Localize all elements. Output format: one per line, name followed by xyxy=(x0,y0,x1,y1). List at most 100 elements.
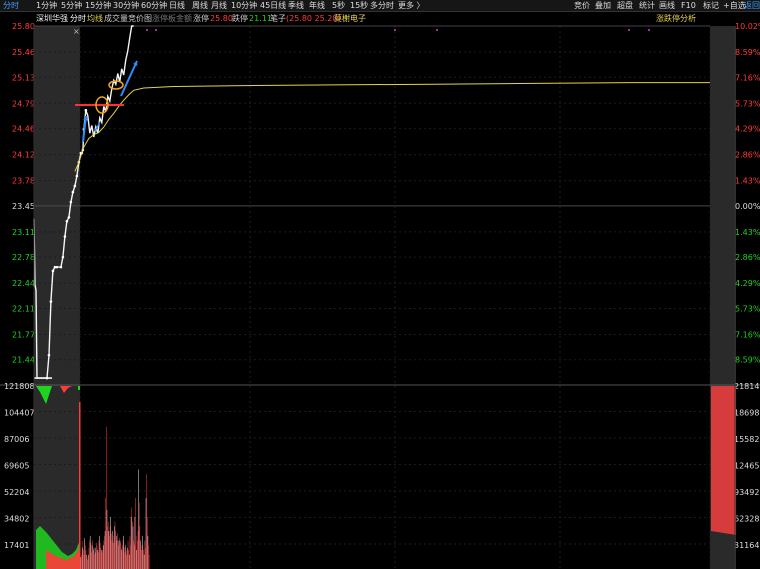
toolbar-button-2[interactable]: 超盘 xyxy=(617,1,633,10)
price-tick: 25.13 xyxy=(12,73,35,82)
price-tick: 22.78 xyxy=(12,253,35,262)
tab-4[interactable]: 30分钟 xyxy=(113,1,140,10)
pct-tick: 8.59% xyxy=(735,356,760,365)
other-label[interactable]: 莫榭电子 xyxy=(334,14,366,23)
volume-bar xyxy=(99,542,101,569)
volume-bar xyxy=(104,531,106,569)
tab-14[interactable]: 15秒 xyxy=(350,1,369,10)
volume-bar xyxy=(87,559,89,569)
toolbar-button-4[interactable]: 画线 xyxy=(659,1,675,10)
tab-9[interactable]: 10分钟 xyxy=(231,1,258,10)
tab-11[interactable]: 季线 xyxy=(288,1,304,10)
tab-16[interactable]: 更多 〉 xyxy=(398,1,425,10)
tab-15[interactable]: 多分时 xyxy=(370,1,394,10)
volume-bar xyxy=(127,547,128,569)
pen-label: 笔子 xyxy=(270,14,286,23)
toolbar-button-0[interactable]: 竞价 xyxy=(574,1,590,10)
volume-tick-left: 104407 xyxy=(4,409,35,418)
annotation-circle xyxy=(95,96,109,114)
pct-tick: 5.73% xyxy=(735,304,760,313)
toolbar-button-3[interactable]: 统计 xyxy=(639,1,655,10)
tab-5[interactable]: 60分钟 xyxy=(141,1,168,10)
auction-imbalance-green xyxy=(36,386,52,404)
volume-tick-left: 17401 xyxy=(4,541,29,550)
tab-0[interactable]: 分时 xyxy=(3,1,19,10)
volume-bar xyxy=(135,535,137,569)
volume-bar xyxy=(102,550,103,569)
price-tick: 22.11 xyxy=(12,304,35,313)
volume-bar xyxy=(138,469,139,569)
volume-bar xyxy=(121,550,123,569)
volume-tick-left: 69605 xyxy=(4,462,29,471)
event-marker xyxy=(436,29,438,31)
volume-bar xyxy=(133,540,134,569)
volume-bar xyxy=(91,545,93,569)
auction-label[interactable]: 竞价图 xyxy=(128,14,152,23)
toolbar-button-5[interactable]: F10 xyxy=(681,1,696,10)
event-marker xyxy=(146,29,148,31)
tab-13[interactable]: 5秒 xyxy=(332,1,346,10)
volume-bar xyxy=(130,516,132,569)
volume-bar xyxy=(134,516,136,569)
volume-bar xyxy=(139,526,141,569)
volume-bar xyxy=(128,554,130,569)
volume-bar xyxy=(146,516,148,569)
volume-bar xyxy=(124,547,125,569)
volume-bar xyxy=(96,545,98,569)
tab-6[interactable]: 日线 xyxy=(169,1,185,10)
toolbar-button-6[interactable]: 标记 xyxy=(703,1,719,10)
event-marker xyxy=(155,29,157,31)
price-tick: 23.78 xyxy=(12,177,35,186)
volume-bar xyxy=(130,545,131,569)
volume-bar xyxy=(101,550,102,569)
tab-3[interactable]: 15分钟 xyxy=(85,1,112,10)
price-tick: 22.44 xyxy=(12,279,35,288)
volume-tick-right: 62328 xyxy=(734,515,759,524)
price-tick: 24.79 xyxy=(12,99,35,108)
volume-bar xyxy=(89,535,91,569)
volume-label[interactable]: 成交量 xyxy=(104,14,128,23)
volume-bar xyxy=(110,516,111,569)
price-dot xyxy=(73,184,77,188)
volume-bar xyxy=(145,547,146,569)
volume-bar xyxy=(91,552,92,569)
pct-tick: 4.29% xyxy=(735,279,760,288)
toolbar-button-8[interactable]: 返回 xyxy=(744,1,760,10)
volume-bar xyxy=(83,550,84,569)
volume-bar xyxy=(86,557,88,569)
auction-volume-red xyxy=(46,548,80,569)
volume-bar xyxy=(140,545,142,569)
mode-label[interactable]: 分时 xyxy=(70,14,86,23)
pct-tick: 1.43% xyxy=(735,228,760,237)
tab-1[interactable]: 1分钟 xyxy=(36,1,58,10)
volume-bar xyxy=(109,535,110,569)
volume-bar xyxy=(117,540,119,569)
annotation-arrow-1-head xyxy=(83,116,88,121)
tab-7[interactable]: 周线 xyxy=(192,1,208,10)
volume-bar xyxy=(120,542,121,569)
volume-bar xyxy=(120,547,122,569)
volume-bar xyxy=(96,542,97,569)
volume-bar xyxy=(84,538,85,569)
limit-fund-label[interactable]: 涨停板金额 xyxy=(152,14,192,23)
avg-line-label[interactable]: 均线 xyxy=(87,14,103,23)
tab-10[interactable]: 45日线 xyxy=(260,1,287,10)
analysis-link[interactable]: 涨跌停分析 xyxy=(656,14,696,23)
volume-bar xyxy=(103,540,105,569)
limit-down-label: 跌停 xyxy=(232,14,248,23)
volume-bar xyxy=(89,540,90,569)
price-dot xyxy=(53,265,57,269)
tab-2[interactable]: 5分钟 xyxy=(61,1,83,10)
toolbar-button-1[interactable]: 叠加 xyxy=(595,1,611,10)
tab-8[interactable]: 月线 xyxy=(211,1,227,10)
annotation-arrow-small xyxy=(94,121,101,132)
volume-bar xyxy=(83,554,85,569)
volume-bar xyxy=(84,545,86,569)
toolbar-button-7[interactable]: +自选 xyxy=(723,1,746,10)
tab-12[interactable]: 年线 xyxy=(309,1,325,10)
annotation-arrow-2-head xyxy=(132,61,138,66)
price-tick: 21.44 xyxy=(12,356,35,365)
volume-bar xyxy=(111,540,113,569)
stock-name[interactable]: 深圳华强 xyxy=(36,14,68,23)
